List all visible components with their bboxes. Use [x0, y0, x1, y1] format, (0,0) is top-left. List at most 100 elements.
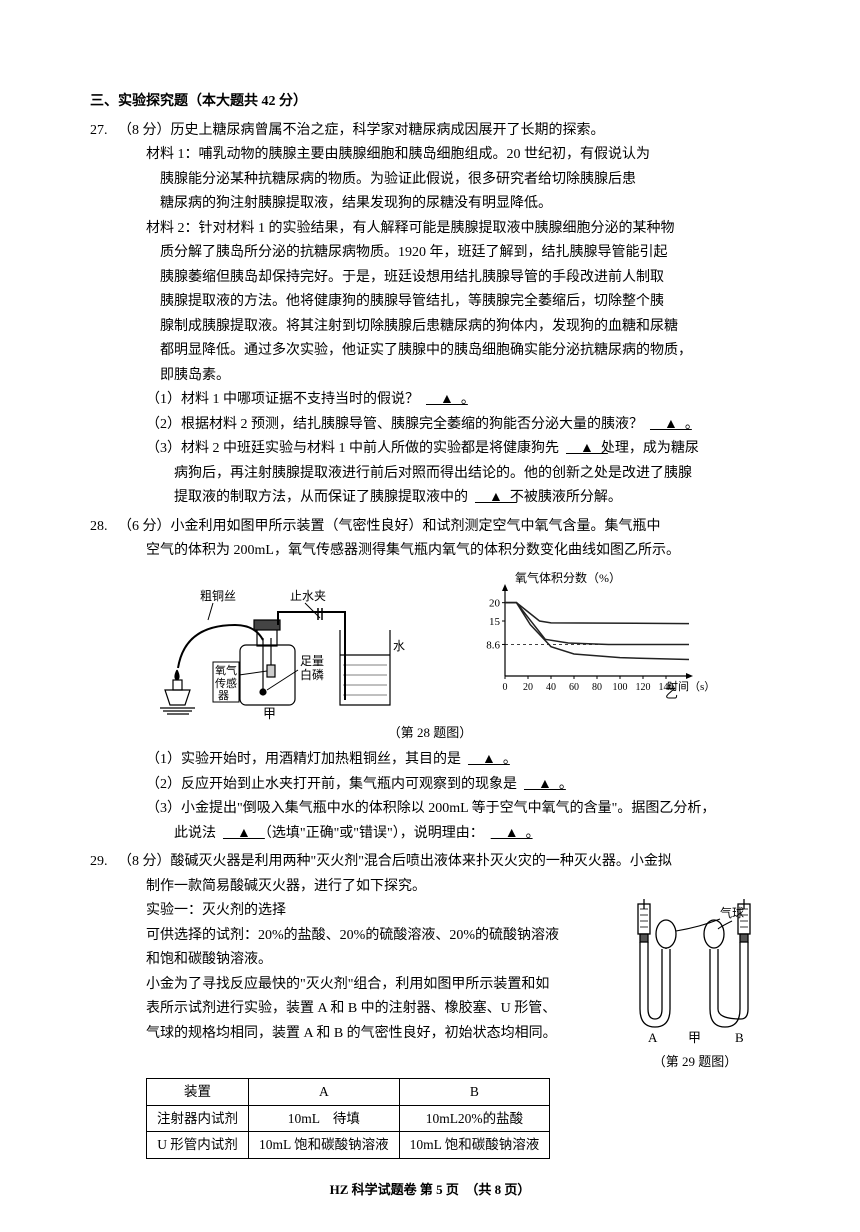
q28-sub3b: 此说法 — [174, 826, 216, 841]
period: 。 — [503, 752, 517, 767]
period: 。 — [526, 826, 540, 841]
q28-intro1: 小金利用如图甲所示装置（气密性良好）和试剂测定空气中氧气含量。集气瓶中 — [171, 519, 661, 534]
q29-score: （8 分） — [118, 854, 171, 869]
q29-exp1-l4: 表所示试剂进行实验，装置 A 和 B 中的注射器、橡胶塞、U 形管、 — [90, 997, 610, 1022]
svg-text:40: 40 — [546, 682, 556, 693]
q28-sub3c: （选填"正确"或"错误"），说明理由： — [258, 826, 484, 841]
apparatus-q29-svg: 气球 A 甲 B — [620, 899, 770, 1049]
q28-num: 28. — [90, 515, 118, 540]
period: 。 — [559, 777, 573, 792]
q27-body: （8 分）历史上糖尿病曾属不治之症，科学家对糖尿病成因展开了长期的探索。 — [118, 119, 605, 144]
label-A: A — [648, 1030, 658, 1045]
footer-text: HZ 科学试题卷 第 5 页 （共 8 页） — [330, 1182, 531, 1197]
mat2-l3: 胰腺萎缩但胰岛却保持完好。于是，班廷设想用结扎胰腺导管的手段改进前人制取 — [90, 266, 770, 291]
label-p-2: 白磷 — [300, 667, 324, 682]
blank: ▲ — [468, 486, 510, 511]
q28-score: （6 分） — [118, 519, 171, 534]
blank: ▲ — [517, 773, 559, 798]
q28-fig-caption: （第 28 题图） — [90, 722, 770, 745]
q29-exp1-l1: 可供选择的试剂：20%的盐酸、20%的硫酸溶液、20%的硫酸钠溶液 — [90, 924, 610, 949]
blank: ▲ — [559, 437, 601, 462]
q27-sub3e: 不被胰液所分解。 — [510, 490, 622, 505]
td-syringe-label: 注射器内试剂 — [147, 1105, 249, 1132]
label-jia29: 甲 — [688, 1030, 701, 1045]
q27-sub3d: 提取液的制取方法，从而保证了胰腺提取液中的 — [174, 490, 468, 505]
td-utube-B: 10mL 饱和碳酸钠溶液 — [399, 1132, 550, 1159]
q28-sub3a: （3）小金提出"倒吸入集气瓶中水的体积除以 200mL 等于空气中氧气的含量"。… — [90, 797, 770, 822]
q29-exp1-l3: 小金为了寻找反应最快的"灭火剂"组合，利用如图甲所示装置和如 — [90, 973, 610, 998]
q29-intro2: 制作一款简易酸碱灭火器，进行了如下探究。 — [90, 875, 770, 900]
mat1-l3: 糖尿病的狗注射胰腺提取液，结果发现狗的尿糖没有明显降低。 — [90, 192, 770, 217]
svg-text:15: 15 — [489, 616, 501, 628]
q28-body: （6 分）小金利用如图甲所示装置（气密性良好）和试剂测定空气中氧气含量。集气瓶中 — [118, 515, 661, 540]
q29-exp1-l2: 和饱和碳酸钠溶液。 — [90, 948, 610, 973]
label-sensor-3: 器 — [218, 689, 229, 702]
mat2-l4: 胰腺提取液的方法。他将健康狗的胰腺导管结扎，等胰腺完全萎缩后，切除整个胰 — [90, 290, 770, 315]
q27-sub3b: 处理，成为糖尿 — [601, 441, 699, 456]
page-footer: HZ 科学试题卷 第 5 页 （共 8 页） — [90, 1179, 770, 1202]
mat2-l1: 针对材料 1 的实验结果，有人解释可能是胰腺提取液中胰腺细胞分泌的某种物 — [199, 221, 675, 236]
mat1-l1: 哺乳动物的胰腺主要由胰腺细胞和胰岛细胞组成。20 世纪初，有假说认为 — [199, 147, 651, 162]
th-device: 装置 — [147, 1079, 249, 1106]
chart-yi-svg: 氧气体积分数（%）20158.6020406080100120140时间（s）乙 — [475, 570, 715, 720]
mat2-l6: 都明显降低。通过多次实验，他证实了胰腺中的胰岛细胞确实能分泌抗糖尿病的物质， — [90, 339, 770, 364]
q29-num: 29. — [90, 850, 118, 875]
q29-exp1-l5: 气球的规格均相同，装置 A 和 B 的气密性良好，初始状态均相同。 — [90, 1022, 610, 1047]
label-p-1: 足量 — [300, 654, 324, 668]
blank: ▲ — [216, 822, 258, 847]
q27-sub3a: （3）材料 2 中班廷实验与材料 1 中前人所做的实验都是将健康狗先 — [146, 441, 559, 456]
svg-text:8.6: 8.6 — [486, 639, 500, 651]
section-title: 三、实验探究题（本大题共 42 分） — [90, 90, 770, 115]
mat1-label: 材料 1： — [146, 147, 199, 162]
svg-text:80: 80 — [592, 682, 602, 693]
q29-exp1-title: 实验一：灭火剂的选择 — [90, 899, 610, 924]
q27-num: 27. — [90, 119, 118, 144]
label-balloon: 气球 — [720, 905, 744, 920]
blank: ▲ — [419, 388, 461, 413]
table-row: 注射器内试剂 10mL 待填 10mL20%的盐酸 — [147, 1105, 550, 1132]
question-29: 29. （8 分）酸碱灭火器是利用两种"灭火剂"混合后喷出液体来扑灭火灾的一种灭… — [90, 850, 770, 1159]
svg-text:0: 0 — [503, 682, 508, 693]
label-B: B — [735, 1030, 744, 1045]
question-27: 27. （8 分）历史上糖尿病曾属不治之症，科学家对糖尿病成因展开了长期的探索。… — [90, 119, 770, 511]
label-clamp: 止水夹 — [290, 589, 326, 603]
q27-sub2: （2）根据材料 2 预测，结扎胰腺导管、胰腺完全萎缩的狗能否分泌大量的胰液？ — [146, 417, 643, 432]
svg-text:20: 20 — [523, 682, 533, 693]
td-syringe-A: 10mL 待填 — [249, 1105, 400, 1132]
svg-text:氧气体积分数（%）: 氧气体积分数（%） — [515, 570, 621, 585]
q27-sub1: （1）材料 1 中哪项证据不支持当时的假说？ — [146, 392, 419, 407]
q29-table: 装置 A B 注射器内试剂 10mL 待填 10mL20%的盐酸 U 形管内试剂… — [146, 1078, 550, 1159]
q28-sub2: （2）反应开始到止水夹打开前，集气瓶内可观察到的现象是 — [146, 777, 517, 792]
td-syringe-B: 10mL20%的盐酸 — [399, 1105, 550, 1132]
mat2-label: 材料 2： — [146, 221, 199, 236]
q27-score: （8 分） — [118, 123, 171, 138]
label-sensor-1: 氧气 — [215, 663, 237, 677]
blank: ▲ — [461, 748, 503, 773]
q29-intro1: 酸碱灭火器是利用两种"灭火剂"混合后喷出液体来扑灭火灾的一种灭火器。小金拟 — [171, 854, 672, 869]
label-water: 水 — [393, 639, 405, 653]
q27-intro: 历史上糖尿病曾属不治之症，科学家对糖尿病成因展开了长期的探索。 — [171, 123, 605, 138]
label-jia: 甲 — [263, 706, 276, 720]
th-A: A — [249, 1079, 400, 1106]
td-utube-label: U 形管内试剂 — [147, 1132, 249, 1159]
mat2-l5: 腺制成胰腺提取液。将其注射到切除胰腺后患糖尿病的狗体内，发现狗的血糖和尿糖 — [90, 315, 770, 340]
question-28: 28. （6 分）小金利用如图甲所示装置（气密性良好）和试剂测定空气中氧气含量。… — [90, 515, 770, 847]
svg-text:100: 100 — [613, 682, 628, 693]
blank: ▲ — [484, 822, 526, 847]
q28-figure-row: 粗铜丝 氧气 传感 器 足量 白磷 — [90, 570, 770, 720]
svg-text:60: 60 — [569, 682, 579, 693]
q28-sub1: （1）实验开始时，用酒精灯加热粗铜丝，其目的是 — [146, 752, 461, 767]
q27-sub3c: 病狗后，再注射胰腺提取液进行前后对照而得出结论的。他的创新之处是改进了胰腺 — [90, 462, 770, 487]
svg-text:20: 20 — [489, 597, 501, 609]
apparatus-jia-svg: 粗铜丝 氧气 传感 器 足量 白磷 — [145, 570, 415, 720]
td-utube-A: 10mL 饱和碳酸钠溶液 — [249, 1132, 400, 1159]
table-row: 装置 A B — [147, 1079, 550, 1106]
svg-text:乙: 乙 — [665, 686, 678, 701]
label-sensor-2: 传感 — [215, 677, 237, 690]
mat2-l7: 即胰岛素。 — [90, 364, 770, 389]
mat2-l2: 质分解了胰岛所分泌的抗糖尿病物质。1920 年，班廷了解到，结扎胰腺导管能引起 — [90, 241, 770, 266]
q28-intro2: 空气的体积为 200mL，氧气传感器测得集气瓶内氧气的体积分数变化曲线如图乙所示… — [90, 539, 770, 564]
q29-fig-caption: （第 29 题图） — [620, 1051, 770, 1074]
mat1-l2: 胰腺能分泌某种抗糖尿病的物质。为验证此假说，很多研究者给切除胰腺后患 — [90, 168, 770, 193]
table-row: U 形管内试剂 10mL 饱和碳酸钠溶液 10mL 饱和碳酸钠溶液 — [147, 1132, 550, 1159]
